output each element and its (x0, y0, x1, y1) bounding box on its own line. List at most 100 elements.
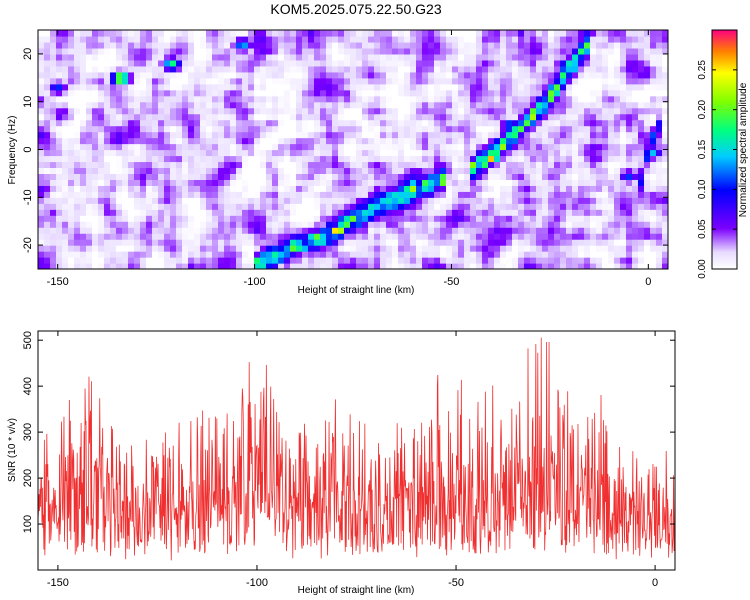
heatmap-cell (380, 227, 387, 234)
heatmap-cell (302, 155, 309, 163)
heatmap-cell (566, 221, 573, 228)
heatmap-cell (320, 167, 327, 174)
heatmap-cell (596, 245, 603, 252)
heatmap-cell (362, 101, 369, 109)
heatmap-cell (290, 233, 297, 240)
heatmap-cell (398, 47, 405, 55)
heatmap-cell (80, 227, 87, 234)
heatmap-cell (434, 95, 441, 103)
heatmap-cell (566, 203, 573, 210)
heatmap-cell (344, 95, 351, 103)
heatmap-cell (416, 119, 423, 127)
heatmap-cell (92, 41, 99, 49)
heatmap-cell (662, 149, 668, 157)
heatmap-cell (638, 53, 645, 61)
heatmap-cell (464, 239, 471, 246)
heatmap-cell (560, 89, 567, 97)
heatmap-cell (656, 179, 663, 186)
heatmap-cell (122, 65, 129, 73)
heatmap-cell (398, 257, 405, 264)
heatmap-cell (128, 149, 135, 157)
heatmap-cell (584, 95, 591, 103)
heatmap-cell (572, 191, 579, 198)
heatmap-cell (260, 47, 267, 55)
heatmap-cell (104, 101, 111, 109)
heatmap-cell (248, 197, 255, 204)
heatmap-cell (320, 173, 327, 180)
heatmap-cell (284, 107, 291, 115)
heatmap-cell (44, 251, 51, 258)
heatmap-cell (644, 41, 651, 49)
heatmap-cell (554, 125, 561, 133)
heatmap-cell (488, 131, 495, 139)
heatmap-cell (236, 179, 243, 186)
heatmap-cell (560, 233, 567, 240)
heatmap-cell (44, 161, 51, 169)
heatmap-cell (380, 47, 387, 55)
heatmap-cell (266, 263, 273, 269)
heatmap-cell (410, 221, 417, 228)
heatmap-cell (500, 53, 507, 61)
heatmap-cell (404, 83, 411, 91)
heatmap-cell (392, 95, 399, 103)
heatmap-cell (440, 209, 447, 216)
heatmap-cell (236, 65, 243, 73)
heatmap-cell (470, 119, 477, 127)
heatmap-cell (290, 257, 297, 264)
heatmap-cell (614, 209, 621, 216)
heatmap-cell (86, 233, 93, 240)
heatmap-cell (176, 203, 183, 210)
heatmap-cell (596, 89, 603, 97)
heatmap-cell (638, 173, 645, 180)
heatmap-cell (476, 131, 483, 139)
heatmap-cell (62, 59, 69, 67)
heatmap-cell (410, 185, 417, 192)
heatmap-cell (140, 83, 147, 91)
heatmap-cell (608, 35, 615, 43)
heatmap-cell (158, 203, 165, 210)
heatmap-cell (38, 83, 45, 91)
heatmap-cell (98, 245, 105, 252)
heatmap-cell (308, 245, 315, 252)
heatmap-cell (500, 179, 507, 186)
heatmap-cell (302, 257, 309, 264)
heatmap-cell (566, 131, 573, 139)
heatmap-cell (656, 41, 663, 49)
heatmap-cell (248, 221, 255, 228)
heatmap-cell (446, 167, 453, 174)
heatmap-cell (608, 227, 615, 234)
heatmap-cell (242, 161, 249, 169)
heatmap-cell (536, 95, 543, 103)
heatmap-cell (494, 263, 501, 269)
heatmap-cell (290, 203, 297, 210)
heatmap-cell (50, 209, 57, 216)
heatmap-cell (434, 215, 441, 222)
heatmap-cell (80, 203, 87, 210)
heatmap-cell (566, 107, 573, 115)
heatmap-cell (272, 143, 279, 151)
heatmap-cell (632, 149, 639, 157)
heatmap-cell (542, 35, 549, 43)
heatmap-cell (332, 179, 339, 186)
heatmap-cell (122, 179, 129, 186)
heatmap-cell (566, 191, 573, 198)
heatmap-cell (278, 227, 285, 234)
heatmap-cell (488, 77, 495, 85)
heatmap-cell (152, 59, 159, 67)
heatmap-cell (104, 233, 111, 240)
heatmap-cell (596, 83, 603, 91)
heatmap-cell (188, 239, 195, 246)
heatmap-cell (110, 101, 117, 109)
heatmap-cell (386, 65, 393, 73)
heatmap-cell (578, 191, 585, 198)
heatmap-cell (38, 65, 45, 73)
heatmap-cell (38, 245, 45, 252)
heatmap-cell (626, 257, 633, 264)
heatmap-cell (314, 257, 321, 264)
heatmap-cell (368, 131, 375, 139)
heatmap-cell (482, 101, 489, 109)
heatmap-cell (248, 167, 255, 174)
heatmap-cell (170, 119, 177, 127)
heatmap-cell (476, 30, 483, 37)
heatmap-cell (146, 131, 153, 139)
